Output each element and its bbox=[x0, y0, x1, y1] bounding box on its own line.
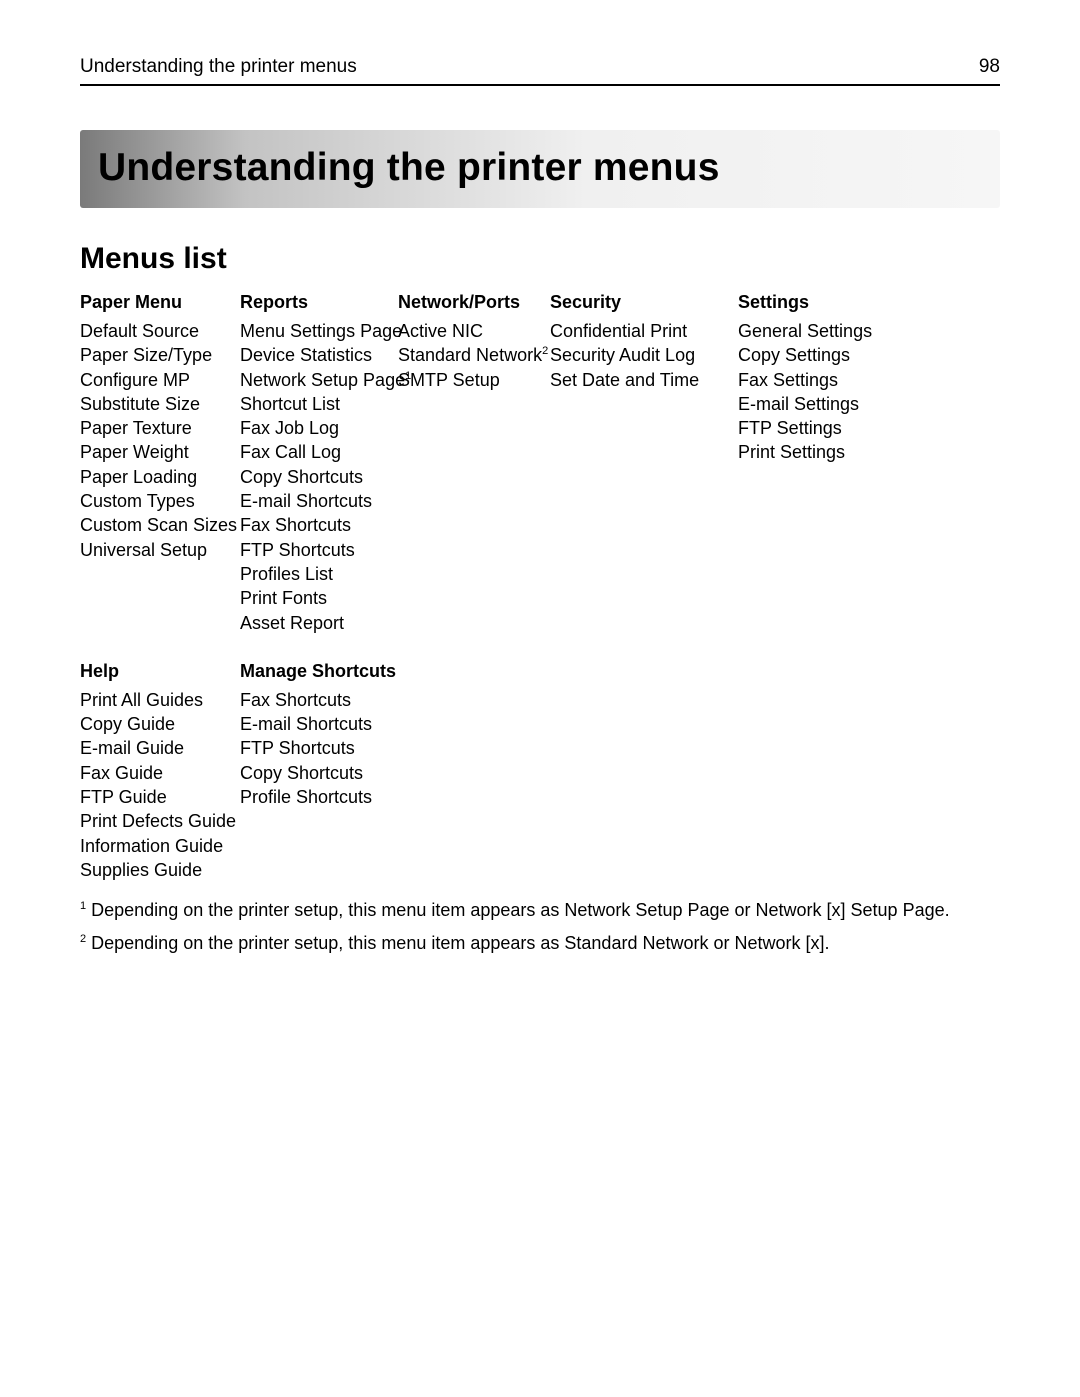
menu-item: Copy Shortcuts bbox=[240, 465, 380, 489]
menu-item: Paper Size/Type bbox=[80, 343, 222, 367]
menu-item: Copy Shortcuts bbox=[240, 761, 380, 785]
menu-item: Custom Scan Sizes bbox=[80, 513, 222, 537]
menu-item: Universal Setup bbox=[80, 538, 222, 562]
menu-item: Information Guide bbox=[80, 834, 222, 858]
menu-column: Manage Shortcuts Fax ShortcutsE-mail Shor… bbox=[240, 657, 398, 813]
menu-item: Device Statistics bbox=[240, 343, 380, 367]
footnote-marker: 2 bbox=[80, 933, 86, 945]
menu-item: Active NIC bbox=[398, 319, 532, 343]
menu-item: E-mail Shortcuts bbox=[240, 712, 380, 736]
menu-column: Settings General SettingsCopy SettingsFax… bbox=[738, 288, 868, 469]
menu-item: Asset Report bbox=[240, 611, 380, 635]
section-title-text: Menus list bbox=[80, 242, 227, 275]
menu-column-head: Network/Ports bbox=[398, 292, 532, 313]
menu-item: Fax Job Log bbox=[240, 416, 380, 440]
menu-item: Substitute Size bbox=[80, 392, 222, 416]
menu-item: Shortcut List bbox=[240, 392, 380, 416]
menu-item: Security Audit Log bbox=[550, 343, 720, 367]
menu-item: SMTP Setup bbox=[398, 368, 532, 392]
page-number: 98 bbox=[979, 56, 1000, 78]
menu-item: Confidential Print bbox=[550, 319, 720, 343]
footnote: 2 Depending on the printer setup, this m… bbox=[80, 929, 1000, 958]
menu-item: Copy Guide bbox=[80, 712, 222, 736]
menu-item: Standard Network2 bbox=[398, 343, 532, 367]
menu-item: Custom Types bbox=[80, 489, 222, 513]
section-title: Menus list bbox=[80, 242, 1000, 276]
menu-item: Default Source bbox=[80, 319, 222, 343]
menu-item: Fax Guide bbox=[80, 761, 222, 785]
menu-item: Profiles List bbox=[240, 562, 380, 586]
chapter-title-banner: Understanding the printer menus bbox=[80, 130, 1000, 208]
menu-item: FTP Shortcuts bbox=[240, 736, 380, 760]
menus-row-2: Help Print All GuidesCopy GuideE-mail Gui… bbox=[80, 657, 1000, 886]
menu-item: Set Date and Time bbox=[550, 368, 720, 392]
menu-column-head: Manage Shortcuts bbox=[240, 661, 380, 682]
footnotes: 1 Depending on the printer setup, this m… bbox=[80, 896, 1000, 958]
menu-column: Reports Menu Settings PageDevice Statisti… bbox=[240, 288, 398, 639]
menus-grid: Paper MenuDefault SourcePaper Size/TypeC… bbox=[80, 288, 1000, 886]
menu-item: Fax Shortcuts bbox=[240, 688, 380, 712]
menu-item: Paper Loading bbox=[80, 465, 222, 489]
menu-column-head: Security bbox=[550, 292, 720, 313]
menu-item: Fax Call Log bbox=[240, 440, 380, 464]
menu-item: Print Fonts bbox=[240, 586, 380, 610]
menu-item: Print Defects Guide bbox=[80, 809, 222, 833]
menu-column-head: Paper Menu bbox=[80, 292, 222, 313]
menu-item: E-mail Guide bbox=[80, 736, 222, 760]
menu-item: Profile Shortcuts bbox=[240, 785, 380, 809]
menu-column: Security Confidential PrintSecurity Audit… bbox=[550, 288, 738, 396]
menus-row-1: Paper MenuDefault SourcePaper Size/TypeC… bbox=[80, 288, 1000, 639]
menu-item: FTP Guide bbox=[80, 785, 222, 809]
menu-item: Print All Guides bbox=[80, 688, 222, 712]
footnote-marker: 1 bbox=[80, 900, 86, 912]
footnote: 1 Depending on the printer setup, this m… bbox=[80, 896, 1000, 925]
menu-item: FTP Shortcuts bbox=[240, 538, 380, 562]
menu-column: Network/Ports Active NICStandard Network2… bbox=[398, 288, 550, 396]
menu-column-head: Help bbox=[80, 661, 222, 682]
menu-item: E-mail Settings bbox=[738, 392, 850, 416]
menu-item: Print Settings bbox=[738, 440, 850, 464]
menu-item: FTP Settings bbox=[738, 416, 850, 440]
menu-item: Paper Texture bbox=[80, 416, 222, 440]
menu-item: Network Setup Page1 bbox=[240, 368, 380, 392]
footnote-ref: 2 bbox=[542, 345, 548, 357]
menu-column-head: Reports bbox=[240, 292, 380, 313]
document-page: Understanding the printer menus 98 Under… bbox=[0, 0, 1080, 1397]
menu-item: General Settings bbox=[738, 319, 850, 343]
menu-item: Paper Weight bbox=[80, 440, 222, 464]
running-header: Understanding the printer menus 98 bbox=[80, 56, 1000, 86]
chapter-title-text: Understanding the printer menus bbox=[98, 146, 720, 189]
menu-column: Help Print All GuidesCopy GuideE-mail Gui… bbox=[80, 657, 240, 886]
menu-item: Copy Settings bbox=[738, 343, 850, 367]
menu-column: Paper MenuDefault SourcePaper Size/TypeC… bbox=[80, 288, 240, 566]
menu-item: E-mail Shortcuts bbox=[240, 489, 380, 513]
menu-item: Fax Shortcuts bbox=[240, 513, 380, 537]
running-title: Understanding the printer menus bbox=[80, 56, 357, 78]
menu-item: Menu Settings Page bbox=[240, 319, 380, 343]
menu-item: Configure MP bbox=[80, 368, 222, 392]
menu-column-head: Settings bbox=[738, 292, 850, 313]
menu-item: Fax Settings bbox=[738, 368, 850, 392]
menu-item: Supplies Guide bbox=[80, 858, 222, 882]
